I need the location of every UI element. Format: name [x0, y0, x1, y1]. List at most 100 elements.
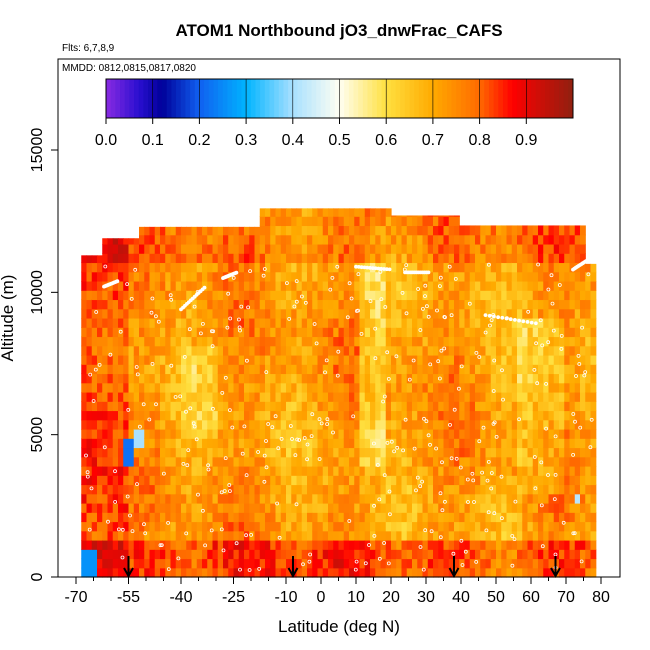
heatmap-cell: [433, 354, 439, 365]
heatmap-cell: [417, 215, 424, 217]
heatmap-cell: [370, 484, 376, 495]
heatmap-cell: [196, 382, 203, 393]
heatmap-cell: [296, 558, 303, 569]
heatmap-cell: [196, 364, 203, 375]
heatmap-cell: [401, 373, 408, 384]
heatmap-cell: [91, 521, 98, 532]
heatmap-cell: [312, 208, 319, 217]
heatmap-cell: [338, 502, 345, 513]
heatmap-cell: [559, 502, 565, 513]
heatmap-cell: [233, 327, 240, 338]
heatmap-cell: [165, 271, 172, 282]
heatmap-cell: [412, 410, 418, 421]
heatmap-cell: [370, 456, 376, 467]
heatmap-cell: [259, 558, 266, 569]
heatmap-cell: [139, 521, 145, 532]
heatmap-cell: [485, 465, 492, 476]
heatmap-cell: [391, 243, 397, 254]
heatmap-cell: [223, 419, 229, 430]
heatmap-cell: [112, 539, 119, 550]
heatmap-cell: [307, 208, 313, 217]
heatmap-cell: [391, 438, 397, 449]
heatmap-cell: [186, 299, 193, 310]
heatmap-cell: [212, 299, 219, 310]
heatmap-cell: [396, 290, 403, 301]
heatmap-cell: [422, 216, 429, 227]
heatmap-cell: [338, 271, 345, 282]
heatmap-cell: [322, 225, 329, 236]
heatmap-cell: [128, 262, 135, 273]
obs-point: [533, 486, 538, 491]
heatmap-cell: [391, 447, 397, 458]
heatmap-cell: [296, 456, 303, 467]
heatmap-cell: [86, 493, 93, 504]
heatmap-cell: [160, 512, 166, 523]
heatmap-cell: [485, 530, 492, 541]
heatmap-cell: [385, 208, 392, 217]
heatmap-cell: [354, 484, 361, 495]
heatmap-cell: [417, 456, 424, 467]
heatmap-cell: [359, 327, 366, 338]
colorbar-swatch: [493, 79, 499, 118]
heatmap-cell: [107, 336, 114, 347]
obs-point: [583, 370, 588, 375]
heatmap-cell: [480, 299, 487, 310]
heatmap-cell: [364, 465, 371, 476]
heatmap-cell: [338, 364, 345, 375]
heatmap-cell: [490, 419, 497, 430]
heatmap-cell: [144, 493, 151, 504]
heatmap-cell: [354, 539, 361, 550]
heatmap-cell: [385, 447, 392, 458]
heatmap-cell: [259, 308, 266, 319]
heatmap-cell: [81, 493, 88, 504]
heatmap-cell: [585, 530, 592, 541]
heatmap-cell: [553, 447, 560, 458]
heatmap-cell: [427, 512, 434, 523]
heatmap-cell: [86, 308, 93, 319]
heatmap-cell: [170, 290, 177, 301]
heatmap-cell: [207, 345, 214, 356]
heatmap-cell: [102, 382, 109, 393]
colorbar-swatch: [325, 79, 331, 118]
heatmap-cell: [233, 280, 240, 291]
obs-point: [465, 477, 470, 482]
heatmap-cell: [123, 456, 130, 467]
obs-point: [385, 440, 390, 445]
heatmap-cell: [475, 530, 481, 541]
x-axis-label: Latitude (deg N): [278, 617, 400, 636]
heatmap-cell: [280, 521, 287, 532]
heatmap-cell: [275, 502, 282, 513]
heatmap-cell: [396, 456, 403, 467]
heatmap-cell: [244, 530, 250, 541]
heatmap-cell: [181, 271, 187, 282]
heatmap-cell: [238, 373, 245, 384]
heatmap-cell: [496, 447, 502, 458]
heatmap-cell: [265, 521, 271, 532]
heatmap-cell: [207, 391, 214, 402]
heatmap-cell: [569, 336, 576, 347]
heatmap-cell: [307, 502, 313, 513]
heatmap-cell: [191, 299, 198, 310]
heatmap-cell: [196, 447, 203, 458]
heatmap-cell: [517, 262, 523, 273]
heatmap-cell: [585, 308, 592, 319]
heatmap-cell: [538, 484, 544, 495]
heatmap-cell: [543, 336, 550, 347]
heatmap-cell: [112, 364, 119, 375]
heatmap-cell: [406, 364, 413, 375]
heatmap-cell: [128, 549, 135, 560]
obs-point: [262, 267, 267, 271]
heatmap-cell: [296, 262, 303, 273]
heatmap-cell: [81, 456, 88, 467]
heatmap-cell: [144, 364, 151, 375]
heatmap-cell: [265, 428, 271, 439]
heatmap-cell: [543, 484, 550, 495]
heatmap-cell: [328, 530, 334, 541]
heatmap-cell: [490, 382, 497, 393]
heatmap-cell: [280, 373, 287, 384]
heatmap-cell: [490, 530, 497, 541]
obs-point: [234, 270, 239, 275]
heatmap-cell: [422, 558, 429, 569]
heatmap-cell: [186, 373, 193, 384]
heatmap-cell: [139, 438, 145, 449]
